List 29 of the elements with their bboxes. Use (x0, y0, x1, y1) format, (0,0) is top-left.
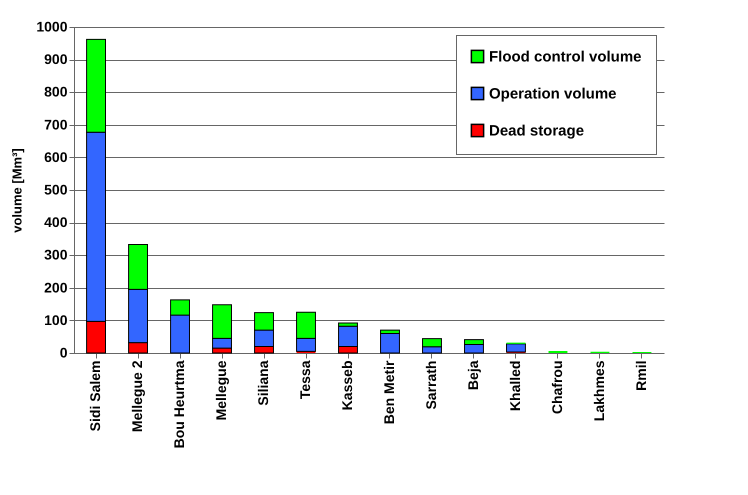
x-tick-label: Tessa (297, 360, 314, 400)
x-tick-label: Khalled (506, 360, 523, 412)
y-tick-label: 900 (44, 51, 68, 68)
x-tick-label: Siliana (255, 360, 272, 406)
y-tick-label: 600 (44, 148, 68, 165)
y-axis-title: volume [Mm³] (9, 148, 24, 233)
y-tick-label: 200 (44, 279, 68, 296)
y-tick-label: 400 (44, 214, 68, 230)
y-tick-label: 1000 (36, 18, 68, 34)
x-tick-label: Kasseb (339, 360, 356, 410)
y-tick-label: 0 (60, 344, 68, 360)
x-tick-label: Rmil (632, 360, 649, 391)
x-tick-label: Bou Heurtma (171, 360, 188, 448)
legend-label: Dead storage (489, 122, 584, 140)
x-tick-label: Lakhmes (590, 360, 607, 422)
y-tick-label: 300 (44, 246, 68, 263)
y-tick-label: 800 (44, 84, 68, 100)
y-tick-label: 700 (44, 116, 68, 132)
legend-label: Operation volume (489, 86, 617, 102)
legend-label: Flood control volume (489, 48, 642, 66)
x-tick-label: Mellegue 2 (129, 360, 146, 432)
y-tick-label: 500 (44, 182, 68, 198)
x-tick-label: Beja (464, 360, 481, 390)
x-tick-label: Mellegue (213, 360, 230, 420)
x-tick-label: Chafrou (548, 360, 565, 414)
y-tick-label: 100 (44, 312, 68, 328)
x-tick-label: Sidi Salem (87, 360, 104, 432)
x-tick-label: Sarrath (422, 360, 439, 410)
x-tick-label: Ben Metir (380, 360, 397, 424)
